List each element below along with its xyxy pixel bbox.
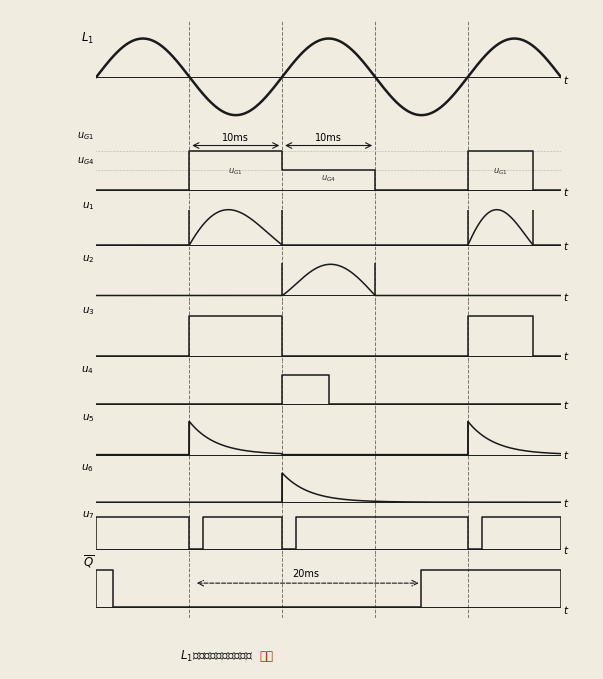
Text: $u_{G4}$: $u_{G4}$ [321, 174, 336, 185]
Text: $u_1$: $u_1$ [81, 200, 94, 212]
Text: $t$: $t$ [563, 74, 569, 86]
Text: $t$: $t$ [563, 186, 569, 198]
Text: $u_2$: $u_2$ [82, 253, 94, 265]
Text: $u_6$: $u_6$ [81, 462, 94, 474]
Text: $t$: $t$ [563, 240, 569, 252]
Text: 20ms: 20ms [292, 569, 319, 579]
Text: $u_4$: $u_4$ [81, 364, 94, 375]
Text: $t$: $t$ [563, 544, 569, 556]
Text: $L_1$相状态检测电路的各点: $L_1$相状态检测电路的各点 [180, 649, 253, 664]
Text: $u_{G1}$: $u_{G1}$ [493, 166, 508, 177]
Text: $t$: $t$ [563, 497, 569, 509]
Text: $u_5$: $u_5$ [81, 411, 94, 424]
Text: $u_{G4}$: $u_{G4}$ [77, 155, 94, 167]
Text: $\overline{Q}$: $\overline{Q}$ [83, 553, 94, 570]
Text: $t$: $t$ [563, 291, 569, 303]
Text: $L_1$: $L_1$ [81, 31, 94, 46]
Text: $t$: $t$ [563, 350, 569, 363]
Text: 波形: 波形 [259, 650, 273, 663]
Text: $t$: $t$ [563, 449, 569, 461]
Text: $t$: $t$ [563, 399, 569, 411]
Text: $t$: $t$ [563, 604, 569, 617]
Text: $u_{G1}$: $u_{G1}$ [77, 130, 94, 143]
Text: 10ms: 10ms [223, 133, 249, 143]
Text: 10ms: 10ms [315, 133, 342, 143]
Text: $u_{G1}$: $u_{G1}$ [229, 166, 243, 177]
Text: $u_7$: $u_7$ [81, 509, 94, 521]
Text: $u_3$: $u_3$ [81, 306, 94, 317]
